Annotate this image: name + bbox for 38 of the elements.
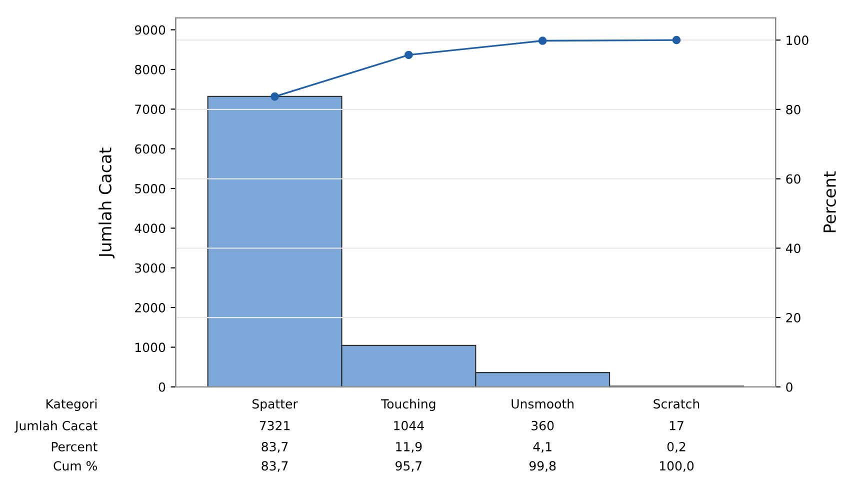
text: Jumlah Cacat bbox=[14, 420, 98, 433]
x-tick-label: Touching bbox=[381, 398, 436, 412]
y2-tick-label: 60 bbox=[786, 174, 800, 184]
data-label: 1044 bbox=[394, 420, 424, 430]
data-label: 95,7 bbox=[396, 461, 422, 472]
y-tick-label: 2000 bbox=[135, 302, 166, 312]
y-tick-label: 4000 bbox=[134, 224, 166, 234]
y2-tick-label: 80 bbox=[786, 104, 800, 114]
y-tick-label: 7000 bbox=[135, 104, 166, 114]
y2-tick-label: 20 bbox=[786, 312, 800, 322]
text: 11,9 bbox=[396, 442, 422, 453]
y2-tick-label: 100 bbox=[786, 36, 808, 45]
y-tick-label: 9000 bbox=[134, 25, 166, 35]
y-tick-label: 3000 bbox=[135, 263, 166, 273]
data-label: 360 bbox=[532, 420, 554, 430]
y-tick-label: 0 bbox=[158, 382, 166, 392]
y-tick-label: 8000 bbox=[135, 64, 166, 74]
y-tick-label: 6000 bbox=[135, 144, 166, 154]
data-label: 100,0 bbox=[660, 461, 694, 472]
text: 4,1 bbox=[533, 442, 552, 453]
y2-tick-label: 0 bbox=[786, 382, 792, 392]
y-tick-label: 5000 bbox=[135, 184, 166, 194]
text: Cum % bbox=[54, 461, 98, 471]
y2-tick-label: 40 bbox=[786, 244, 800, 254]
y2-axis-title: Percent bbox=[824, 171, 836, 232]
data-label: 17 bbox=[670, 421, 684, 430]
text: 83,7 bbox=[262, 442, 288, 453]
y-axis-title: Jumlah Cacat bbox=[98, 148, 115, 258]
x-tick-label: Scratch bbox=[654, 398, 700, 409]
data-label: 83,7 bbox=[262, 461, 288, 472]
text: 0,2 bbox=[667, 442, 686, 453]
x-tick-label: Spatter bbox=[252, 399, 298, 412]
data-label: 99,8 bbox=[529, 461, 556, 472]
data-label: 7321 bbox=[260, 420, 290, 430]
x-tick-label: Unsmooth bbox=[512, 398, 574, 409]
text: Kategori bbox=[46, 398, 97, 412]
text: Percent bbox=[52, 442, 98, 452]
y-tick-label: 1000 bbox=[136, 342, 166, 352]
